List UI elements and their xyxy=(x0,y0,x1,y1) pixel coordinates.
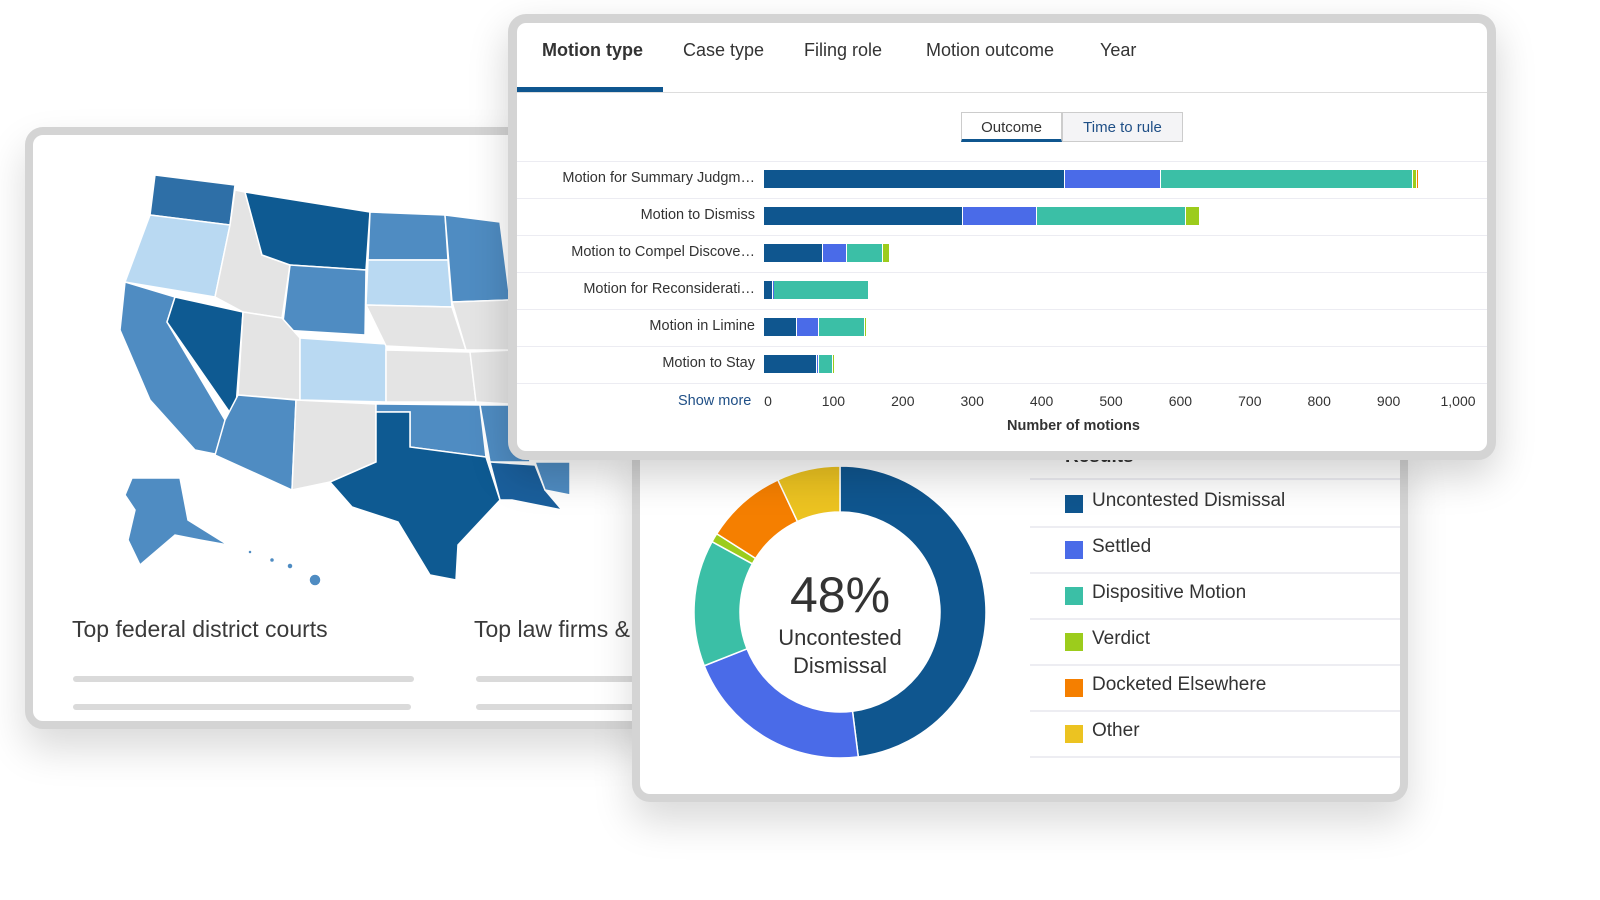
motion-analytics-card xyxy=(508,14,1496,460)
section-title-district-courts: Top federal district courts xyxy=(72,616,328,642)
bar-category-label: Motion to Stay xyxy=(662,355,755,371)
row-divider xyxy=(517,272,1487,273)
bar-segment-uncontested-dismissal[interactable] xyxy=(764,244,823,262)
legend-item[interactable]: Settled xyxy=(1030,526,1400,574)
placeholder-line xyxy=(476,676,636,682)
x-tick-label: 300 xyxy=(960,393,984,409)
legend-label: Settled xyxy=(1092,536,1152,557)
bar-category-label: Motion to Compel Discove… xyxy=(571,244,755,260)
legend-swatch xyxy=(1065,495,1083,513)
legend-item[interactable]: Other xyxy=(1030,710,1400,758)
legend-swatch xyxy=(1065,587,1083,605)
placeholder-line xyxy=(476,704,636,710)
bar-segment-uncontested-dismissal[interactable] xyxy=(764,281,774,299)
row-divider xyxy=(517,198,1487,199)
x-tick-label: 100 xyxy=(821,393,846,409)
tab-motion-outcome[interactable]: Motion outcome xyxy=(926,40,1055,60)
toggle-time-to-rule[interactable]: Time to rule xyxy=(1062,112,1183,142)
bar-segment-uncontested-dismissal[interactable] xyxy=(764,207,964,225)
legend-label: Other xyxy=(1092,720,1140,741)
legend-swatch xyxy=(1065,541,1083,559)
bar-segment-verdict[interactable] xyxy=(1412,170,1418,188)
bar-segment-verdict[interactable] xyxy=(832,355,836,373)
bar-category-label: Motion for Summary Judgm… xyxy=(562,170,755,186)
row-divider xyxy=(517,235,1487,236)
donut-center-value: 48% xyxy=(789,567,891,623)
bar-segment-verdict[interactable] xyxy=(865,318,868,336)
x-tick-label: 1,000 xyxy=(1440,393,1476,409)
row-divider xyxy=(517,383,1487,384)
legend-swatch xyxy=(1065,725,1083,743)
bar-segment-dispositive-motion[interactable] xyxy=(1036,207,1186,225)
bar-segment-settled[interactable] xyxy=(797,318,819,336)
x-tick-label: 700 xyxy=(1238,393,1262,409)
x-tick-label: 600 xyxy=(1168,393,1193,409)
x-tick-label: 500 xyxy=(1099,393,1123,409)
bar-segment-settled[interactable] xyxy=(963,207,1037,225)
x-tick-label: 400 xyxy=(1029,393,1054,409)
x-axis-label: Number of motions xyxy=(1007,418,1140,434)
legend-item[interactable]: Verdict xyxy=(1030,618,1400,666)
tab-case-type[interactable]: Case type xyxy=(683,40,765,60)
x-tick-label: 800 xyxy=(1307,393,1331,409)
bar-segment-dispositive-motion[interactable] xyxy=(818,318,866,336)
tab-filing-role[interactable]: Filing role xyxy=(804,40,883,60)
bar-segment-settled[interactable] xyxy=(822,244,848,262)
bar-segment-verdict[interactable] xyxy=(1185,207,1200,225)
bar-category-label: Motion in Limine xyxy=(649,318,755,334)
bar-segment-settled[interactable] xyxy=(1065,170,1161,188)
legend-item[interactable]: Uncontested Dismissal xyxy=(1030,480,1400,528)
legend-swatch xyxy=(1065,679,1083,697)
placeholder-line xyxy=(73,704,411,710)
row-divider xyxy=(517,161,1487,162)
legend-swatch xyxy=(1065,633,1083,651)
active-tab-indicator xyxy=(517,87,663,92)
bar-segment-dispositive-motion[interactable] xyxy=(847,244,883,262)
bar-category-label: Motion for Reconsiderati… xyxy=(583,281,755,297)
x-tick-label: 900 xyxy=(1376,393,1401,409)
tabs-divider xyxy=(517,92,1487,93)
legend-label: Dispositive Motion xyxy=(1092,582,1247,603)
legend-divider xyxy=(1030,478,1400,480)
bar-segment-dispositive-motion[interactable] xyxy=(774,281,869,299)
bar-segment-dispositive-motion[interactable] xyxy=(1160,170,1413,188)
tab-year[interactable]: Year xyxy=(1100,40,1137,60)
show-more-link[interactable]: Show more xyxy=(678,393,752,409)
placeholder-line xyxy=(73,676,414,682)
legend-item[interactable]: Dispositive Motion xyxy=(1030,572,1400,620)
section-title-law-firms: Top law firms & xyxy=(474,616,630,642)
legend-label: Docketed Elsewhere xyxy=(1092,674,1267,695)
x-tick-label: 0 xyxy=(764,393,772,409)
toggle-outcome[interactable]: Outcome xyxy=(961,112,1062,142)
x-tick-label: 200 xyxy=(891,393,915,409)
bar-segment-verdict[interactable] xyxy=(882,244,891,262)
bar-category-label: Motion to Dismiss xyxy=(640,207,755,223)
row-divider xyxy=(517,309,1487,310)
legend-label: Verdict xyxy=(1092,628,1151,649)
row-divider xyxy=(517,346,1487,347)
tab-motion-type[interactable]: Motion type xyxy=(542,40,643,60)
bar-segment-docketed-elsewhere[interactable] xyxy=(1417,170,1420,188)
legend-label: Uncontested Dismissal xyxy=(1092,490,1286,511)
bar-segment-dispositive-motion[interactable] xyxy=(818,355,833,373)
bar-segment-uncontested-dismissal[interactable] xyxy=(764,170,1066,188)
bar-segment-uncontested-dismissal[interactable] xyxy=(764,318,798,336)
donut-center-label: Uncontested Dismissal xyxy=(778,625,902,678)
bar-segment-uncontested-dismissal[interactable] xyxy=(764,355,818,373)
legend-item[interactable]: Docketed Elsewhere xyxy=(1030,664,1400,712)
